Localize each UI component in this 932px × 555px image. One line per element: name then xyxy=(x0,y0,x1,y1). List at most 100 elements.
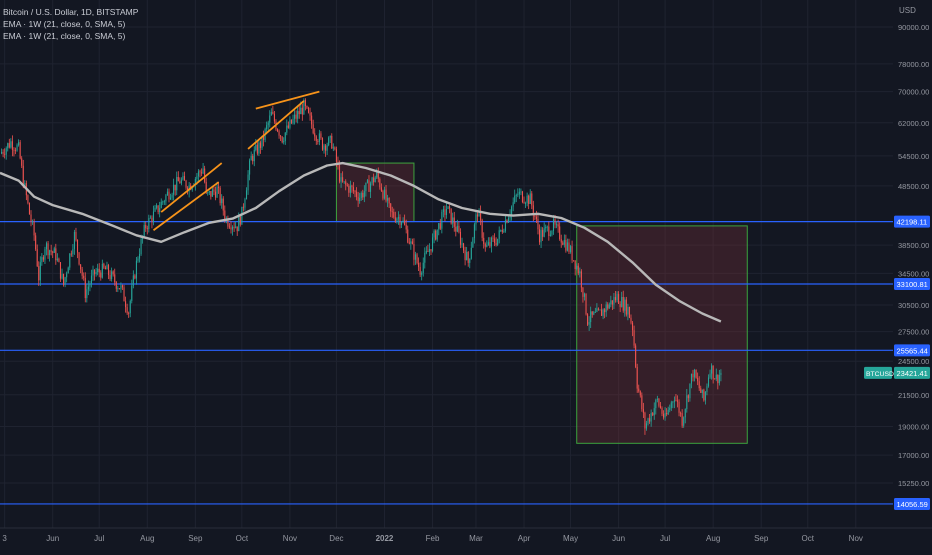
candle-body xyxy=(419,267,421,275)
candle-body xyxy=(543,228,545,237)
candle-body xyxy=(521,191,524,203)
candle-body xyxy=(556,224,558,226)
candle-body xyxy=(580,271,582,288)
time-tick-label[interactable]: 3 xyxy=(2,534,7,543)
candle-body xyxy=(695,369,697,378)
candle-body xyxy=(525,202,527,204)
candle-body xyxy=(548,226,550,236)
candle-body xyxy=(218,186,220,188)
candle-body xyxy=(36,249,38,267)
candle-body xyxy=(320,133,322,138)
price-tick-label[interactable]: 24500.00 xyxy=(898,357,929,366)
candle-body xyxy=(497,238,499,246)
time-tick-label[interactable]: Dec xyxy=(329,534,343,543)
price-tick-label[interactable]: 38500.00 xyxy=(898,241,929,250)
candle-body xyxy=(276,129,279,132)
candle-body xyxy=(405,224,407,230)
price-tick-label[interactable]: 19000.00 xyxy=(898,423,929,432)
symbol-title[interactable]: Bitcoin / U.S. Dollar, 1D, BITSTAMP xyxy=(3,7,139,17)
candle-body xyxy=(205,181,207,193)
price-tick-label[interactable]: 17000.00 xyxy=(898,451,929,460)
candle-body xyxy=(630,317,632,323)
candle-body xyxy=(145,225,147,229)
price-tick-label[interactable]: 30500.00 xyxy=(898,301,929,310)
price-tick-label[interactable]: 70000.00 xyxy=(898,88,929,97)
time-axis-ticks[interactable]: 3 Jun Jul Aug Sep Oct Nov Dec 2022 Feb Mar Apr May Ju… xyxy=(2,534,862,543)
candle-body xyxy=(5,148,7,155)
candle-body xyxy=(241,206,243,225)
time-tick-label[interactable]: May xyxy=(563,534,578,543)
price-tick-label[interactable]: 78000.00 xyxy=(898,60,929,69)
price-tick-label[interactable]: 34500.00 xyxy=(898,269,929,278)
time-tick-label[interactable]: Jun xyxy=(612,534,625,543)
trendlines[interactable] xyxy=(152,90,320,231)
price-axis-background xyxy=(893,0,932,550)
candle-body xyxy=(42,257,44,260)
price-tick-label[interactable]: 15250.00 xyxy=(898,479,929,488)
candle-body xyxy=(599,309,601,311)
candle-body xyxy=(114,274,116,283)
time-tick-label[interactable]: Nov xyxy=(849,534,863,543)
price-tick-label[interactable]: 90000.00 xyxy=(898,23,929,32)
candle-body xyxy=(230,227,232,230)
time-tick-label[interactable]: Apr xyxy=(518,534,531,543)
candle-body xyxy=(174,184,176,191)
time-tick-label[interactable]: Oct xyxy=(802,534,815,543)
time-tick-label[interactable]: Jul xyxy=(660,534,670,543)
candle-body xyxy=(204,168,206,182)
candle-body xyxy=(453,217,455,227)
candle-body xyxy=(202,168,204,174)
trendline[interactable] xyxy=(255,90,320,110)
candle-body xyxy=(639,391,641,396)
candle-body xyxy=(210,191,212,197)
candle-body xyxy=(78,252,80,265)
price-tick-label[interactable]: 21500.00 xyxy=(898,391,929,400)
time-tick-label[interactable]: Nov xyxy=(283,534,297,543)
candle-body xyxy=(414,254,417,260)
price-badges: 42198.11 33100.81 25565.44 14056.59 23421.41… xyxy=(864,215,930,510)
time-tick-label[interactable]: Mar xyxy=(469,534,483,543)
symbol-tag-label: BTCUSD xyxy=(866,371,894,378)
time-tick-label[interactable]: Jun xyxy=(46,534,59,543)
time-tick-label[interactable]: Oct xyxy=(236,534,249,543)
candle-body xyxy=(13,149,15,151)
price-tick-label[interactable]: 48500.00 xyxy=(898,182,929,191)
indicator-legend-1[interactable]: EMA · 1W (21, close, 0, SMA, 5) xyxy=(3,19,126,29)
time-tick-label[interactable]: Sep xyxy=(188,534,203,543)
candle-body xyxy=(377,171,379,179)
time-tick-label[interactable]: Aug xyxy=(140,534,154,543)
price-tick-label[interactable]: 62000.00 xyxy=(898,119,929,128)
candle-body xyxy=(642,409,644,413)
price-tick-label[interactable]: 54500.00 xyxy=(898,152,929,161)
candle-body xyxy=(700,388,702,393)
candle-body xyxy=(112,271,114,275)
candle-body xyxy=(348,185,350,193)
candle-body xyxy=(430,249,432,252)
trendline[interactable] xyxy=(152,181,220,231)
price-tick-label[interactable]: 27500.00 xyxy=(898,328,929,337)
indicator-legend-2[interactable]: EMA · 1W (21, close, 0, SMA, 5) xyxy=(3,31,126,41)
candle-body xyxy=(134,275,136,279)
trendline[interactable] xyxy=(247,100,305,150)
time-tick-label[interactable]: Sep xyxy=(754,534,769,543)
candle-body xyxy=(214,191,217,198)
candle-body xyxy=(636,366,638,389)
candle-body xyxy=(613,297,615,305)
chart-legend[interactable]: Bitcoin / U.S. Dollar, 1D, BITSTAMP EMA … xyxy=(3,6,138,42)
time-tick-label[interactable]: 2022 xyxy=(376,534,394,543)
candle-body xyxy=(151,217,153,223)
candle-body xyxy=(194,178,196,186)
candle-body xyxy=(331,135,333,149)
time-tick-label[interactable]: Feb xyxy=(426,534,440,543)
time-tick-label[interactable]: Jul xyxy=(94,534,104,543)
trendline[interactable] xyxy=(160,162,223,213)
candle-body xyxy=(526,195,528,203)
candle-body xyxy=(645,423,648,429)
price-axis-ticks[interactable]: 90000.00 78000.00 70000.00 62000.00 54500.00… xyxy=(898,23,929,488)
candle-body xyxy=(235,226,237,228)
candle-body xyxy=(270,112,272,116)
time-tick-label[interactable]: Aug xyxy=(706,534,720,543)
